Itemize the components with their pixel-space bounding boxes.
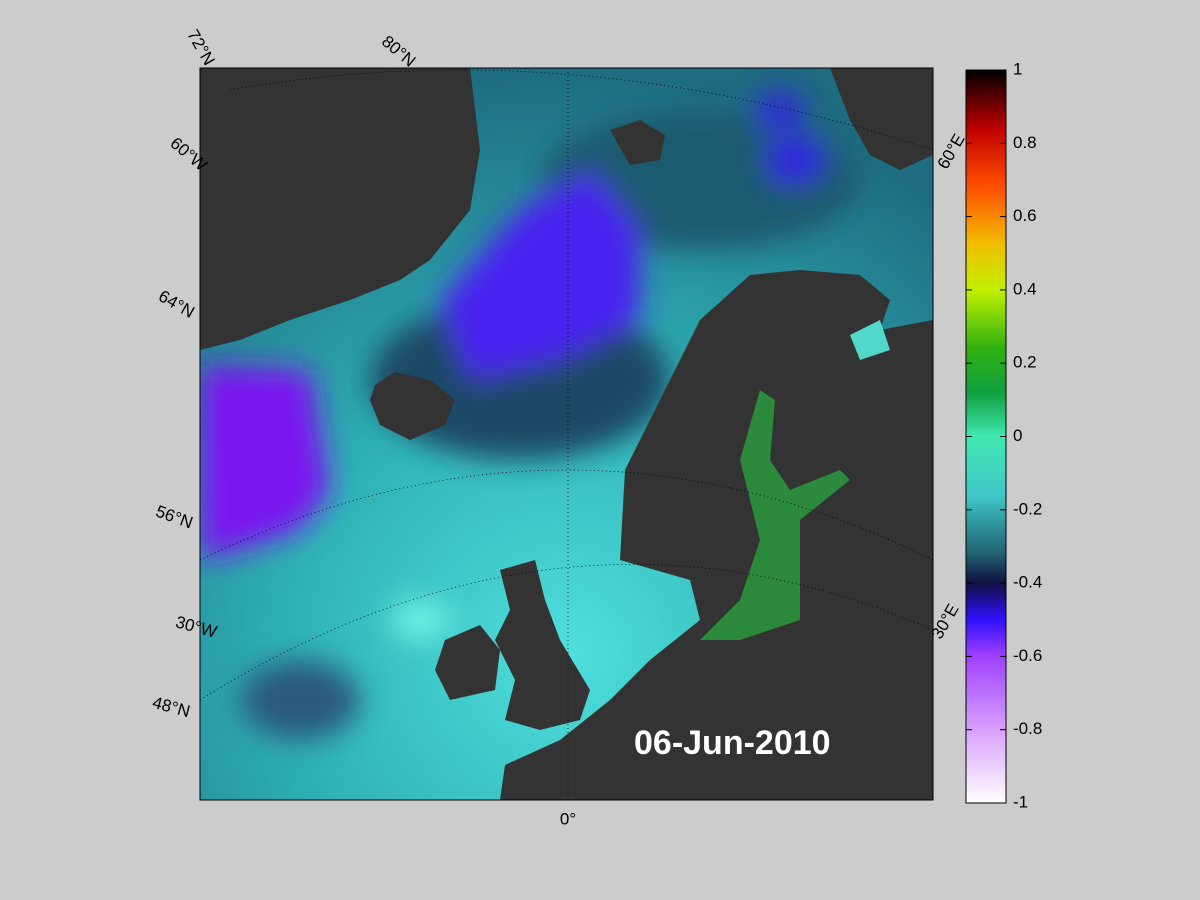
colorbar-tick-label: 0.6: [1013, 206, 1037, 225]
graticule-label: 48°N: [150, 693, 192, 721]
graticule-label: 0°: [560, 809, 576, 828]
colorbar-tick-label: -0.6: [1013, 646, 1042, 665]
map: [200, 68, 933, 800]
colorbar: [965, 69, 1007, 804]
land: [200, 68, 933, 800]
colorbar-tick-label: -0.4: [1013, 573, 1042, 592]
graticule: [200, 68, 933, 800]
colorbar-tick-label: 0: [1013, 426, 1022, 445]
graticule-label: 64°N: [155, 286, 197, 321]
graticule-label: 80°N: [378, 32, 419, 71]
colorbar-tick-label: 0.4: [1013, 279, 1037, 298]
colorbar-tick-label: 0.2: [1013, 353, 1037, 372]
colorbar-tick-label: 0.8: [1013, 133, 1037, 152]
map-frame: [199, 67, 934, 801]
colorbar-tick-label: -0.8: [1013, 719, 1042, 738]
colorbar-tick-label: 1: [1013, 59, 1022, 78]
graticule-label: 56°N: [153, 502, 195, 533]
baltic: [700, 390, 850, 640]
colorbar-tick-label: -0.2: [1013, 499, 1042, 518]
white-sea: [850, 320, 890, 360]
graticule-label: 60°E: [934, 131, 969, 173]
graticule-label: 72°N: [183, 26, 218, 68]
date-label: 06-Jun-2010: [634, 724, 831, 762]
colorbar-tick-label: -1: [1013, 792, 1028, 811]
